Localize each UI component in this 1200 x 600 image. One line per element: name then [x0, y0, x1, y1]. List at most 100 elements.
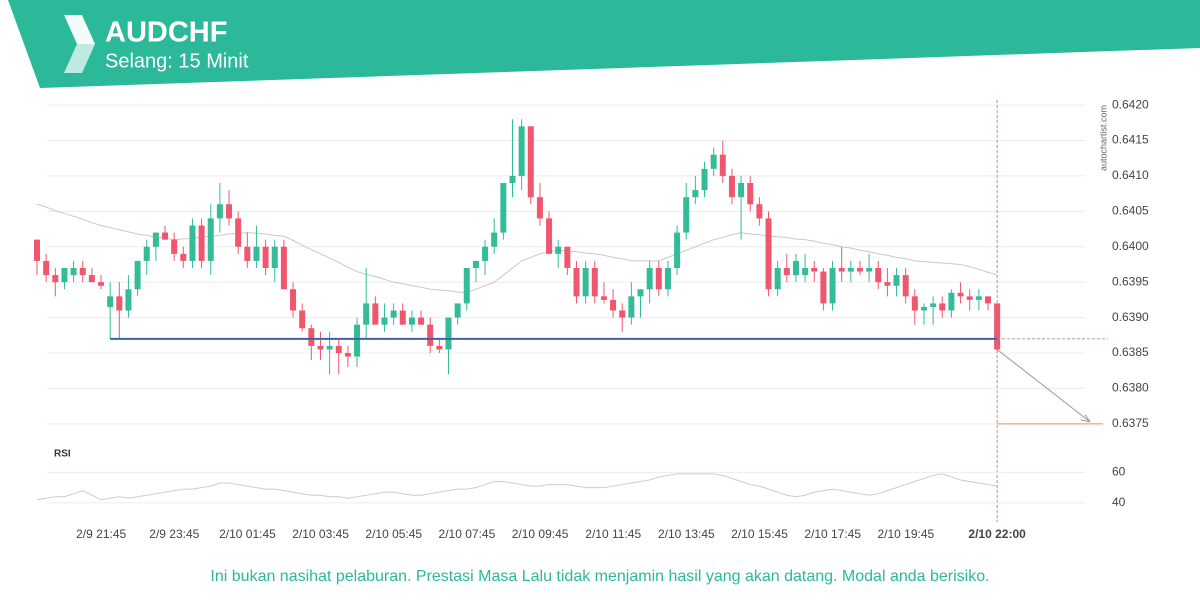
- chart-subtitle: Selang: 15 Minit: [105, 50, 249, 72]
- candle-body: [381, 317, 388, 325]
- y-tick-label: 60: [1112, 465, 1126, 479]
- candle-body: [811, 268, 818, 272]
- disclaimer: Ini bukan nasihat pelaburan. Prestasi Ma…: [210, 568, 989, 585]
- candle-body: [98, 282, 105, 286]
- candle-body: [363, 303, 370, 325]
- candle-body: [271, 246, 278, 268]
- candle-body: [125, 289, 132, 311]
- candle-body: [939, 303, 946, 311]
- candle-body: [984, 296, 991, 304]
- candle-body: [975, 296, 982, 300]
- candle-body: [820, 271, 827, 304]
- x-tick-label: 2/10 11:45: [585, 527, 641, 541]
- logo: [64, 15, 95, 44]
- candle-body: [482, 246, 489, 261]
- candle-body: [573, 268, 580, 297]
- candle-body: [911, 296, 918, 311]
- candle-body: [79, 268, 86, 276]
- candle-body: [134, 260, 141, 290]
- candle-body: [454, 303, 461, 318]
- candle-body: [244, 246, 251, 261]
- chart-title: AUDCHF: [105, 17, 227, 49]
- x-tick-label: 2/10 01:45: [219, 527, 276, 541]
- candle-body: [527, 126, 534, 198]
- candle-body: [701, 168, 708, 191]
- x-tick-label: 2/10 19:45: [877, 527, 934, 541]
- candle-body: [509, 175, 516, 183]
- y-tick-label: 0.6380: [1112, 381, 1149, 395]
- x-tick-label: 2/10 09:45: [512, 527, 569, 541]
- candle-body: [564, 246, 571, 268]
- candle-body: [189, 225, 196, 261]
- candle-body: [875, 268, 882, 283]
- candle-body: [994, 303, 1001, 350]
- y-tick-label: 0.6385: [1112, 345, 1149, 359]
- candle-body: [536, 197, 543, 219]
- candle-body: [738, 183, 745, 198]
- candle-body: [43, 260, 50, 276]
- candle-body: [107, 296, 114, 307]
- candle-body: [966, 296, 973, 300]
- candle-body: [207, 218, 214, 261]
- candle-body: [628, 296, 635, 318]
- candle-body: [518, 126, 525, 176]
- y-tick-label: 0.6400: [1112, 239, 1149, 253]
- forecast-arrowhead: [1080, 414, 1091, 423]
- x-tick-label: 2/10 17:45: [804, 527, 861, 541]
- y-tick-label: 0.6420: [1112, 97, 1149, 111]
- candle-body: [235, 218, 242, 247]
- candle-body: [280, 246, 287, 290]
- candle-body: [180, 253, 187, 261]
- candle-body: [710, 154, 717, 169]
- y-tick-label: 0.6410: [1112, 168, 1149, 182]
- candle-body: [335, 345, 342, 353]
- candle-body: [34, 239, 40, 261]
- candle-body: [418, 317, 425, 325]
- candle-body: [290, 289, 297, 311]
- candle-body: [317, 345, 324, 350]
- candle-body: [216, 204, 223, 219]
- candle-body: [792, 260, 799, 276]
- candle-body: [472, 260, 479, 268]
- header-band: [8, 0, 1200, 88]
- y-tick-label: 0.6390: [1112, 310, 1149, 324]
- candle-body: [866, 268, 873, 272]
- logo: [64, 44, 95, 73]
- candle-body: [70, 268, 77, 276]
- candle-body: [326, 345, 333, 350]
- candle-body: [829, 268, 836, 304]
- candle-body: [143, 246, 150, 261]
- candle-body: [747, 183, 754, 205]
- x-tick-label: 2/10 07:45: [439, 527, 496, 541]
- candle-body: [692, 190, 699, 198]
- candle-body: [655, 268, 662, 290]
- candle-body: [344, 353, 351, 357]
- candle-body: [162, 232, 169, 240]
- candle-body: [838, 268, 845, 272]
- forecast-arrow: [996, 349, 1091, 423]
- candle-body: [445, 317, 452, 350]
- candle-body: [591, 268, 598, 297]
- y-tick-label: 0.6415: [1112, 133, 1149, 147]
- candle-body: [390, 310, 397, 318]
- candle-body: [198, 225, 205, 261]
- candle-body: [884, 282, 891, 286]
- y-tick-label: 0.6375: [1112, 416, 1149, 430]
- candle-body: [354, 324, 361, 357]
- candle-body: [774, 268, 781, 290]
- candle-body: [646, 268, 653, 290]
- x-tick-label: 2/9 23:45: [149, 527, 199, 541]
- candle-body: [856, 268, 863, 272]
- y-tick-label: 0.6395: [1112, 274, 1149, 288]
- candle-body: [930, 303, 937, 307]
- candle-body: [427, 324, 434, 346]
- candle-body: [683, 197, 690, 233]
- candle-body: [372, 303, 379, 325]
- candle-body: [948, 292, 955, 311]
- y-tick-label: 0.6405: [1112, 204, 1149, 218]
- candle-body: [902, 275, 909, 297]
- candle-body: [299, 310, 306, 329]
- candle-body: [52, 275, 59, 283]
